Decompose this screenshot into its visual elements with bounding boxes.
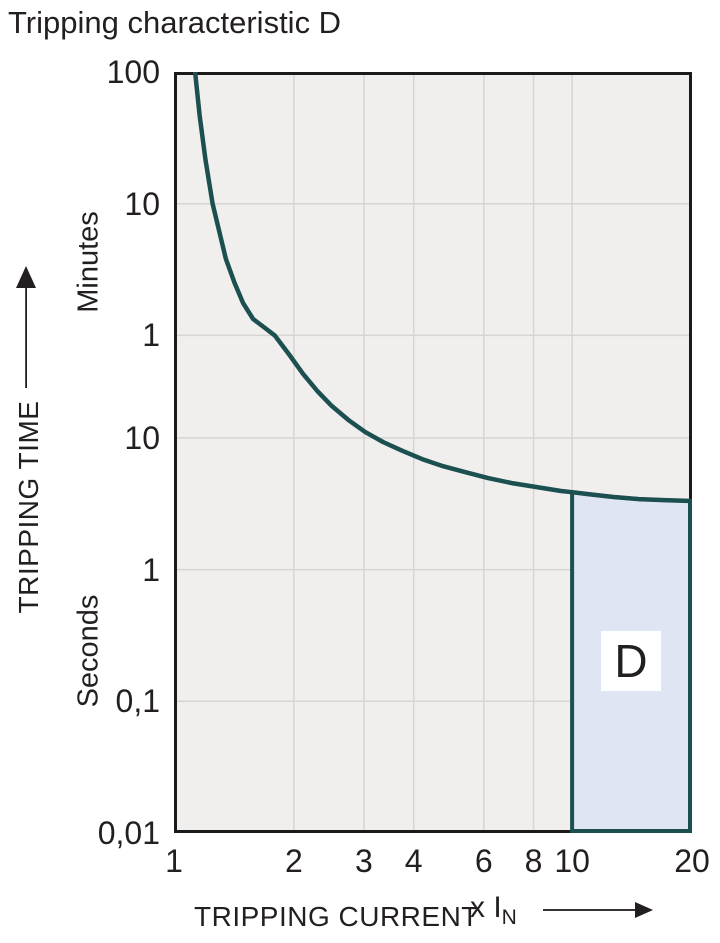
plot-border <box>174 72 692 833</box>
y-unit-minutes-label: Minutes <box>72 211 105 313</box>
x-tick-label: 8 <box>524 843 543 879</box>
y-tick-label: 10 <box>124 419 160 456</box>
region-d-label: D <box>601 631 661 691</box>
y-tick-label: 0,01 <box>97 815 160 851</box>
x-tick-label: 6 <box>474 843 493 879</box>
x-tick-label: 2 <box>284 843 303 879</box>
x-unit-prefix: x I <box>470 891 502 924</box>
y-tick-label: 1 <box>142 551 160 588</box>
y-tick-label: 0,1 <box>115 683 160 720</box>
x-tick-label: 3 <box>355 843 373 879</box>
x-tick-label: 4 <box>404 843 423 879</box>
chart-title: Tripping characteristic D <box>8 5 342 40</box>
x-tick-label: 20 <box>674 843 710 879</box>
x-unit-subscript: N <box>501 906 517 929</box>
up-arrow-icon <box>16 266 36 388</box>
region-d-label-text: D <box>614 635 648 687</box>
y-tick-label: 1 <box>142 317 160 354</box>
plot-area: D <box>174 72 692 833</box>
y-tick-label: 10 <box>124 185 160 222</box>
x-tick-label: 10 <box>554 843 590 879</box>
right-arrow-icon <box>543 902 653 918</box>
chart-canvas <box>174 72 692 833</box>
x-axis-unit-label: x IN <box>470 891 517 928</box>
tripping-curve <box>192 72 692 504</box>
x-axis-title: TRIPPING CURRENT <box>194 901 479 932</box>
x-tick-label: 1 <box>165 843 183 879</box>
y-tick-label: 100 <box>106 54 160 90</box>
